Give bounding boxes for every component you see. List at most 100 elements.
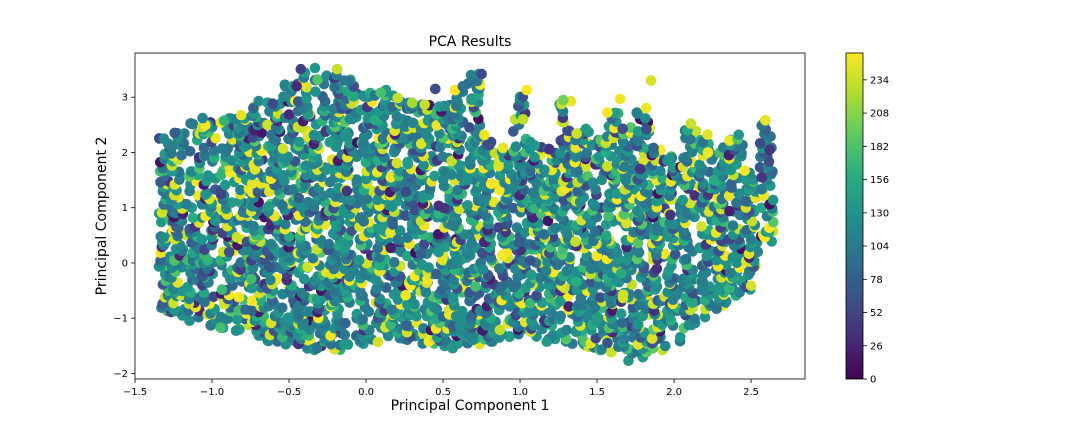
scatter-point [602,161,613,172]
scatter-point [485,136,497,148]
scatter-points [153,62,779,367]
scatter-point [452,184,464,196]
scatter-point [767,194,779,206]
y-tick-label: −1 [113,314,128,325]
plot-area-frame [134,52,806,380]
scatter-point [263,201,274,212]
scatter-point [465,69,477,81]
scatter-point [419,99,431,110]
scatter-point [277,143,289,154]
y-tick-label: 0 [122,258,128,269]
scatter-point [615,308,627,320]
scatter-point [406,97,418,108]
scatter-point [648,142,659,154]
colorbar-tick-label: 52 [870,308,883,319]
scatter-point [503,160,514,171]
scatter-point [429,170,440,182]
scatter-point [184,315,195,327]
x-tick-label: 1.5 [589,387,605,398]
x-axis-label: Principal Component 1 [391,398,550,414]
scatter-point [619,161,630,173]
colorbar-tick-label: 26 [870,341,883,352]
scatter-point [451,100,462,112]
scatter-point [265,274,276,286]
scatter-point [557,94,569,106]
scatter-point [517,114,529,125]
scatter-point [158,133,170,144]
scatter-point [310,86,321,97]
scatter-point [723,190,735,201]
scatter-point [479,129,490,141]
scatter-point [267,98,279,109]
scatter-point [669,249,681,260]
scatter-point [603,211,614,222]
scatter-point [181,198,192,210]
scatter-point [256,127,268,138]
scatter-point [694,159,705,171]
scatter-point [587,177,599,188]
scatter-point [677,194,688,206]
scatter-point [400,210,412,221]
scatter-point [745,234,757,245]
scatter-point [494,169,506,181]
scatter-point [231,231,243,243]
scatter-point [446,155,458,167]
scatter-point [544,143,555,155]
scatter-point [176,149,187,161]
scatter-point [680,253,692,265]
scatter-point [587,198,599,209]
scatter-point [731,197,742,209]
scatter-point [699,311,711,323]
scatter-point [253,95,264,107]
scatter-point [665,209,676,221]
scatter-point [621,254,633,266]
colorbar-tick-label: 182 [870,142,889,153]
scatter-point [323,238,335,250]
scatter-point [296,287,308,299]
colorbar-tick-label: 0 [870,375,876,386]
scatter-point [476,68,487,80]
scatter-point [740,195,751,207]
scatter-point [640,113,651,124]
scatter-point [493,222,504,233]
scatter-point [156,216,167,228]
scatter-point [210,132,221,144]
scatter-point [338,75,350,86]
scatter-point [651,263,663,275]
scatter-point [634,163,646,175]
scatter-point [525,136,536,148]
scatter-point [678,225,689,237]
colorbar-tick-label: 130 [870,208,889,219]
scatter-point [339,329,351,341]
y-axis: −2 −1 0 1 2 3 [113,93,135,380]
scatter-point [446,169,457,180]
scatter-point [600,230,612,241]
scatter-point [216,284,228,295]
scatter-point [401,320,412,332]
scatter-point [535,272,546,284]
scatter-point [555,310,566,322]
scatter-point [416,138,427,150]
scatter-point [291,80,303,92]
scatter-point [439,100,450,112]
scatter-point [417,259,428,271]
y-tick-label: 2 [122,148,128,159]
scatter-point [745,280,757,292]
scatter-point [418,159,429,171]
scatter-point [602,337,613,349]
scatter-point [402,232,413,243]
scatter-point [357,314,369,325]
scatter-point [230,325,242,337]
scatter-point [247,178,258,189]
scatter-point [733,129,745,141]
colorbar [845,52,864,380]
scatter-point [616,317,628,329]
scatter-point [265,238,277,250]
scatter-point [456,305,468,317]
scatter-point [280,218,291,230]
scatter-point [641,124,652,135]
scatter-point [531,290,542,301]
scatter-point [581,147,593,159]
colorbar-tick-label: 234 [870,75,889,86]
scatter-point [632,126,644,137]
